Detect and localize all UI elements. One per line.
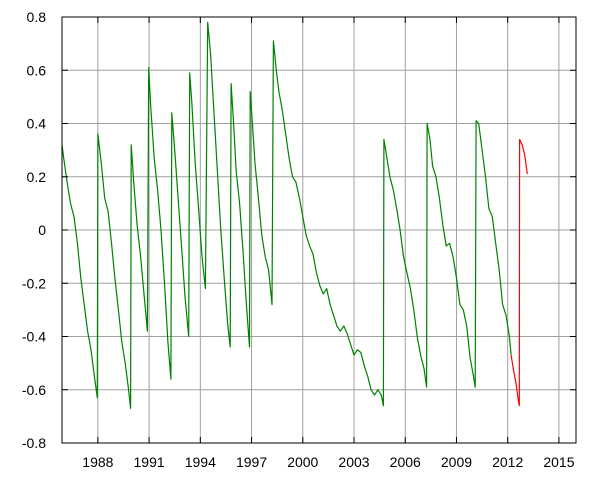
x-tick-label: 1988 — [82, 454, 113, 470]
x-tick-label: 2009 — [441, 454, 472, 470]
y-tick-label: -0.6 — [22, 382, 46, 398]
y-tick-label: 0.2 — [27, 169, 47, 185]
x-tick-label: 2012 — [492, 454, 523, 470]
x-tick-label: 1997 — [236, 454, 267, 470]
y-tick-label: -0.2 — [22, 275, 46, 291]
x-tick-label: 2003 — [338, 454, 369, 470]
y-tick-label: -0.4 — [22, 329, 46, 345]
x-tick-label: 2015 — [543, 454, 574, 470]
x-tick-label: 2000 — [287, 454, 318, 470]
y-tick-label: 0.4 — [27, 116, 47, 132]
y-tick-label: 0.6 — [27, 62, 47, 78]
axis-ticks — [62, 16, 576, 444]
y-tick-label: -0.8 — [22, 435, 46, 451]
y-tick-label: 0.8 — [27, 9, 47, 25]
series-line-2 — [510, 138, 528, 407]
x-tick-label: 2006 — [390, 454, 421, 470]
x-tick-label: 1994 — [185, 454, 216, 470]
x-tick-label: 1991 — [134, 454, 165, 470]
plot-frame — [61, 16, 577, 444]
y-tick-label: 0 — [38, 222, 46, 238]
series-line-1 — [61, 21, 512, 409]
tick-labels: 1988 1991 1994 1997 2000 2003 2006 2009 2012 2015… — [22, 9, 575, 470]
data-series — [61, 21, 528, 409]
